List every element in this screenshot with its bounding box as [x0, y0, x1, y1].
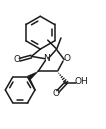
Text: N: N	[43, 54, 50, 63]
Text: O: O	[53, 89, 60, 98]
Text: OH: OH	[75, 78, 88, 86]
Text: O: O	[63, 54, 70, 63]
Text: O: O	[14, 55, 21, 64]
Polygon shape	[28, 71, 38, 80]
